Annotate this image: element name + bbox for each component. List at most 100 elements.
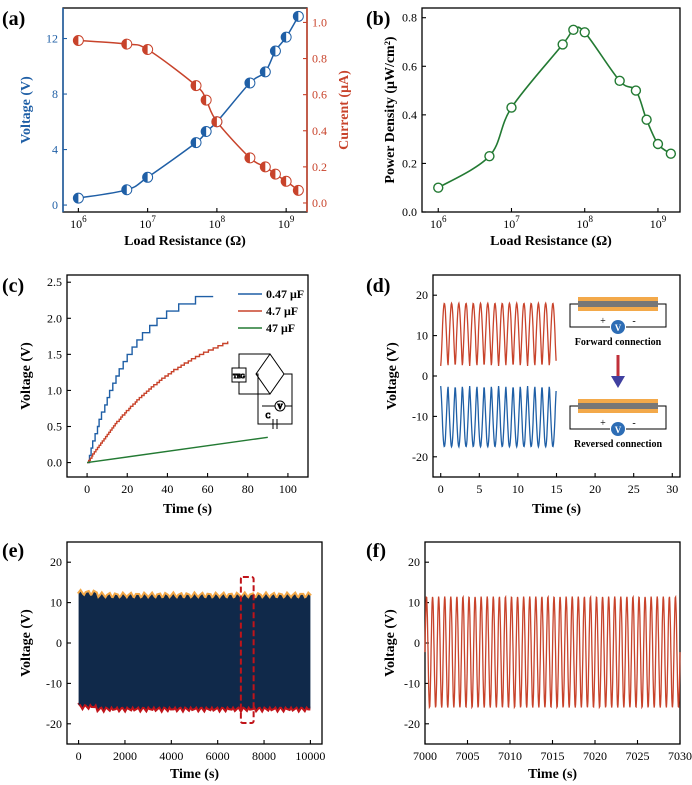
panel-f-label: (f) — [366, 540, 386, 562]
current-point — [72, 34, 84, 46]
power-density-point — [433, 182, 444, 193]
panel-a-right-ytick-label: 0.6 — [312, 88, 327, 102]
panel-f-ytick-label: 0 — [414, 636, 420, 650]
current-point — [121, 38, 133, 50]
current-point — [190, 80, 202, 92]
current-point-fill — [293, 185, 299, 196]
panel-d-ytick-label: 0 — [422, 369, 428, 383]
panel-d-xtick-label: 15 — [551, 482, 563, 496]
device-minus-1: - — [632, 316, 635, 327]
panel-f-xtick-label: 7000 — [413, 749, 437, 763]
panel-e-xtick-label: 0 — [76, 749, 82, 763]
panel-a-ytick-label: 4 — [52, 143, 58, 157]
power-density-point — [665, 148, 677, 159]
panel-f-xtick-label: 7015 — [541, 749, 565, 763]
capacitor-label: C — [266, 412, 271, 420]
panel-c-xtick-label: 0 — [84, 482, 90, 496]
current-point-fill — [211, 116, 217, 127]
panel-e-xlabel: Time (s) — [170, 767, 219, 782]
voltage-point — [142, 171, 154, 183]
device-voltmeter-label-1: V — [615, 323, 622, 333]
current-point — [200, 94, 212, 106]
panel-a-xtick-label: 109 — [278, 214, 295, 231]
voltage-point — [72, 192, 84, 204]
power-density-point — [630, 85, 642, 96]
power-density-point — [557, 39, 568, 50]
panel-b-ytick-label: 0.2 — [402, 156, 417, 170]
power-density-point — [484, 150, 495, 162]
panel-e-ytick-label: 20 — [50, 555, 62, 569]
panel-d-xtick-label: 30 — [666, 482, 678, 496]
panel-a-frame — [62, 7, 308, 213]
voltage-point — [190, 137, 202, 149]
voltage-point-fill — [201, 126, 207, 137]
panel-e-label: (e) — [2, 540, 24, 562]
voltage-point-fill — [73, 193, 79, 204]
device-plus-2: + — [600, 418, 606, 429]
voltage-point-fill — [270, 46, 276, 57]
voltage-point-fill — [281, 32, 287, 43]
panel-d-xtick-label: 10 — [512, 482, 524, 496]
current-point-fill — [191, 80, 197, 91]
current-point — [244, 152, 256, 164]
panel-c-xtick-label: 80 — [242, 482, 254, 496]
current-point-fill — [281, 176, 287, 187]
panel-d-ytick-label: -10 — [412, 409, 428, 423]
panel-a-xtick-label: 108 — [209, 214, 226, 231]
power-density-point — [614, 75, 625, 87]
panel-e-ytick-label: 10 — [50, 596, 62, 610]
panel-e-xtick-label: 8000 — [252, 749, 276, 763]
panel-a-ytick-label: 0 — [52, 198, 58, 212]
capacitor — [272, 419, 278, 429]
arrow-head — [611, 376, 625, 388]
device-minus-2: - — [632, 418, 635, 429]
panel-c-ylabel: Voltage (V) — [19, 342, 34, 410]
charging-curve-1 — [87, 295, 214, 464]
power-density-point — [506, 102, 517, 113]
circuit-wire — [256, 373, 293, 425]
panel-c-xlabel: Time (s) — [163, 502, 212, 517]
panel-c-frame — [66, 274, 309, 478]
current-point — [269, 168, 281, 180]
panel-a-ylabel-right: Current (μA) — [337, 70, 352, 150]
current-point-fill — [142, 44, 148, 55]
panel-b-ytick-label: 0.0 — [402, 205, 417, 219]
current-point — [292, 184, 304, 196]
legend-label-2: 4.7 μF — [266, 304, 298, 318]
device-label-1: Forward connection — [575, 337, 662, 348]
current-point-fill — [270, 169, 276, 180]
panel-c-label: (c) — [2, 275, 24, 297]
current-point — [211, 116, 223, 128]
voltage-point-fill — [244, 77, 250, 88]
panel-b-xtick-label: 109 — [650, 214, 667, 231]
panel-c-xtick-label: 100 — [279, 482, 297, 496]
device-core-1 — [578, 301, 658, 307]
panel-b-frame — [421, 7, 681, 213]
voltage-band — [78, 591, 311, 710]
panel-e-xtick-label: 6000 — [206, 749, 230, 763]
panel-b-xlabel: Load Resistance (Ω) — [490, 234, 612, 249]
panel-f-xtick-label: 7020 — [583, 749, 607, 763]
panel-c-ytick-label: 1.5 — [47, 347, 62, 361]
panel-a-right-ytick-label: 0.2 — [312, 160, 327, 174]
power-density-point — [641, 114, 652, 125]
device-wire-2 — [569, 405, 667, 430]
power-density-point — [652, 138, 664, 150]
power-density-point — [568, 24, 579, 36]
panel-d-xtick-label: 20 — [589, 482, 601, 496]
panel-c-xtick-label: 20 — [121, 482, 133, 496]
panel-d-label: (d) — [366, 275, 390, 297]
panel-b-ytick-label: 0.6 — [402, 59, 417, 73]
voltage-point-fill — [121, 184, 127, 195]
panel-b-ylabel: Power Density (μW/cm²) — [383, 36, 398, 184]
panel-a-right-ytick-label: 0.4 — [312, 124, 327, 138]
panel-f-xtick-label: 7005 — [456, 749, 480, 763]
device-voltmeter-2 — [611, 422, 625, 436]
charging-curve-2 — [87, 341, 229, 464]
voltage-point — [269, 45, 281, 57]
panel-e-xtick-label: 4000 — [159, 749, 183, 763]
panel-f-xtick-label: 7025 — [626, 749, 650, 763]
voltage-point — [244, 77, 256, 89]
panel-c-xtick-label: 60 — [202, 482, 214, 496]
